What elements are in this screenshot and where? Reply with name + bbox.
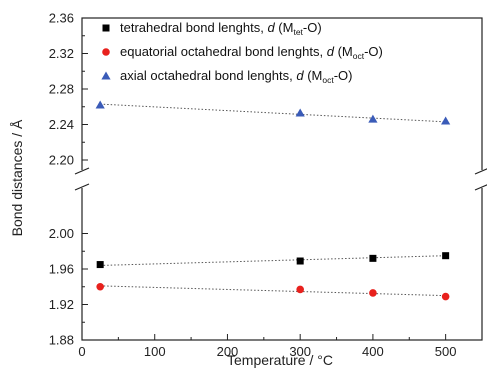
point-ax [441, 116, 451, 125]
point-eq [369, 289, 377, 297]
axis-break-gap [74, 170, 90, 188]
y-axis-label: Bond distances / Å [9, 119, 25, 236]
legend-text: (M [334, 44, 353, 59]
legend-subscript: oct [322, 75, 334, 85]
x-axis-label: Temperature / °C [227, 352, 333, 368]
x-tick-label: 400 [362, 344, 384, 359]
legend-text: -O) [303, 20, 322, 35]
x-tick-label: 100 [144, 344, 166, 359]
x-tick-label: 200 [217, 344, 239, 359]
axis-break-slash [74, 183, 90, 191]
legend-marker-tet [102, 24, 110, 32]
x-tick-label: 0 [78, 344, 85, 359]
point-ax [95, 100, 105, 109]
legend-label-ax: axial octahedral bond lenghts, d (Moct-O… [120, 68, 353, 85]
legend-marker-eq [102, 48, 110, 56]
y-tick-label: 2.36 [49, 11, 74, 26]
point-eq [441, 292, 450, 301]
legend-text: tetrahedral bond lenghts, [120, 20, 267, 35]
point-ax [368, 114, 378, 123]
y-tick-label: 1.92 [49, 297, 74, 312]
y-tick-label: 2.24 [49, 117, 74, 132]
legend-marker-ax [101, 71, 111, 80]
y-tick-label: 2.32 [49, 46, 74, 61]
x-tick-label: 300 [289, 344, 311, 359]
fit-lines [100, 103, 446, 297]
axis-break-slash [74, 167, 90, 175]
axis-ticks: 0 100 200 300 400 500 2.20 2.24 2.28 2.32 2.36 1.88… [49, 11, 457, 360]
plot-frame [81, 17, 483, 341]
legend-subscript: tet [293, 27, 303, 37]
point-tet [96, 261, 104, 269]
legend-symbol: d [327, 44, 335, 59]
axis-break-gap [474, 170, 487, 188]
axis-break-mark [74, 167, 487, 191]
legend-text: -O) [364, 44, 383, 59]
point-tet [296, 257, 304, 265]
fit-line-eq [100, 285, 446, 297]
point-eq [96, 282, 104, 291]
y-tick-label: 2.00 [49, 226, 74, 241]
point-eq [296, 285, 304, 294]
fit-line-tet [100, 255, 446, 266]
legend: tetrahedral bond lenghts, d (Mtet-O)equa… [101, 20, 383, 85]
legend-text: axial octahedral bond lenghts, [120, 68, 296, 83]
y-tick-label: 1.96 [49, 262, 74, 277]
point-tet [442, 252, 450, 260]
legend-text: equatorial octahedral bond lenghts, [120, 44, 327, 59]
legend-symbol: d [296, 68, 304, 83]
legend-label-tet: tetrahedral bond lenghts, d (Mtet-O) [120, 20, 322, 37]
legend-subscript: oct [353, 51, 365, 61]
y-tick-label: 2.20 [49, 153, 74, 168]
y-tick-label: 1.88 [49, 333, 74, 348]
legend-symbol: d [267, 20, 275, 35]
legend-label-eq: equatorial octahedral bond lenghts, d (M… [120, 44, 383, 61]
legend-text: -O) [334, 68, 353, 83]
point-tet [369, 254, 377, 262]
x-tick-label: 500 [435, 344, 457, 359]
point-ax [295, 108, 305, 117]
y-tick-label: 2.28 [49, 82, 74, 97]
fit-line-ax [100, 103, 446, 123]
legend-text: (M [275, 20, 294, 35]
data-points [95, 100, 451, 301]
legend-text: (M [304, 68, 323, 83]
